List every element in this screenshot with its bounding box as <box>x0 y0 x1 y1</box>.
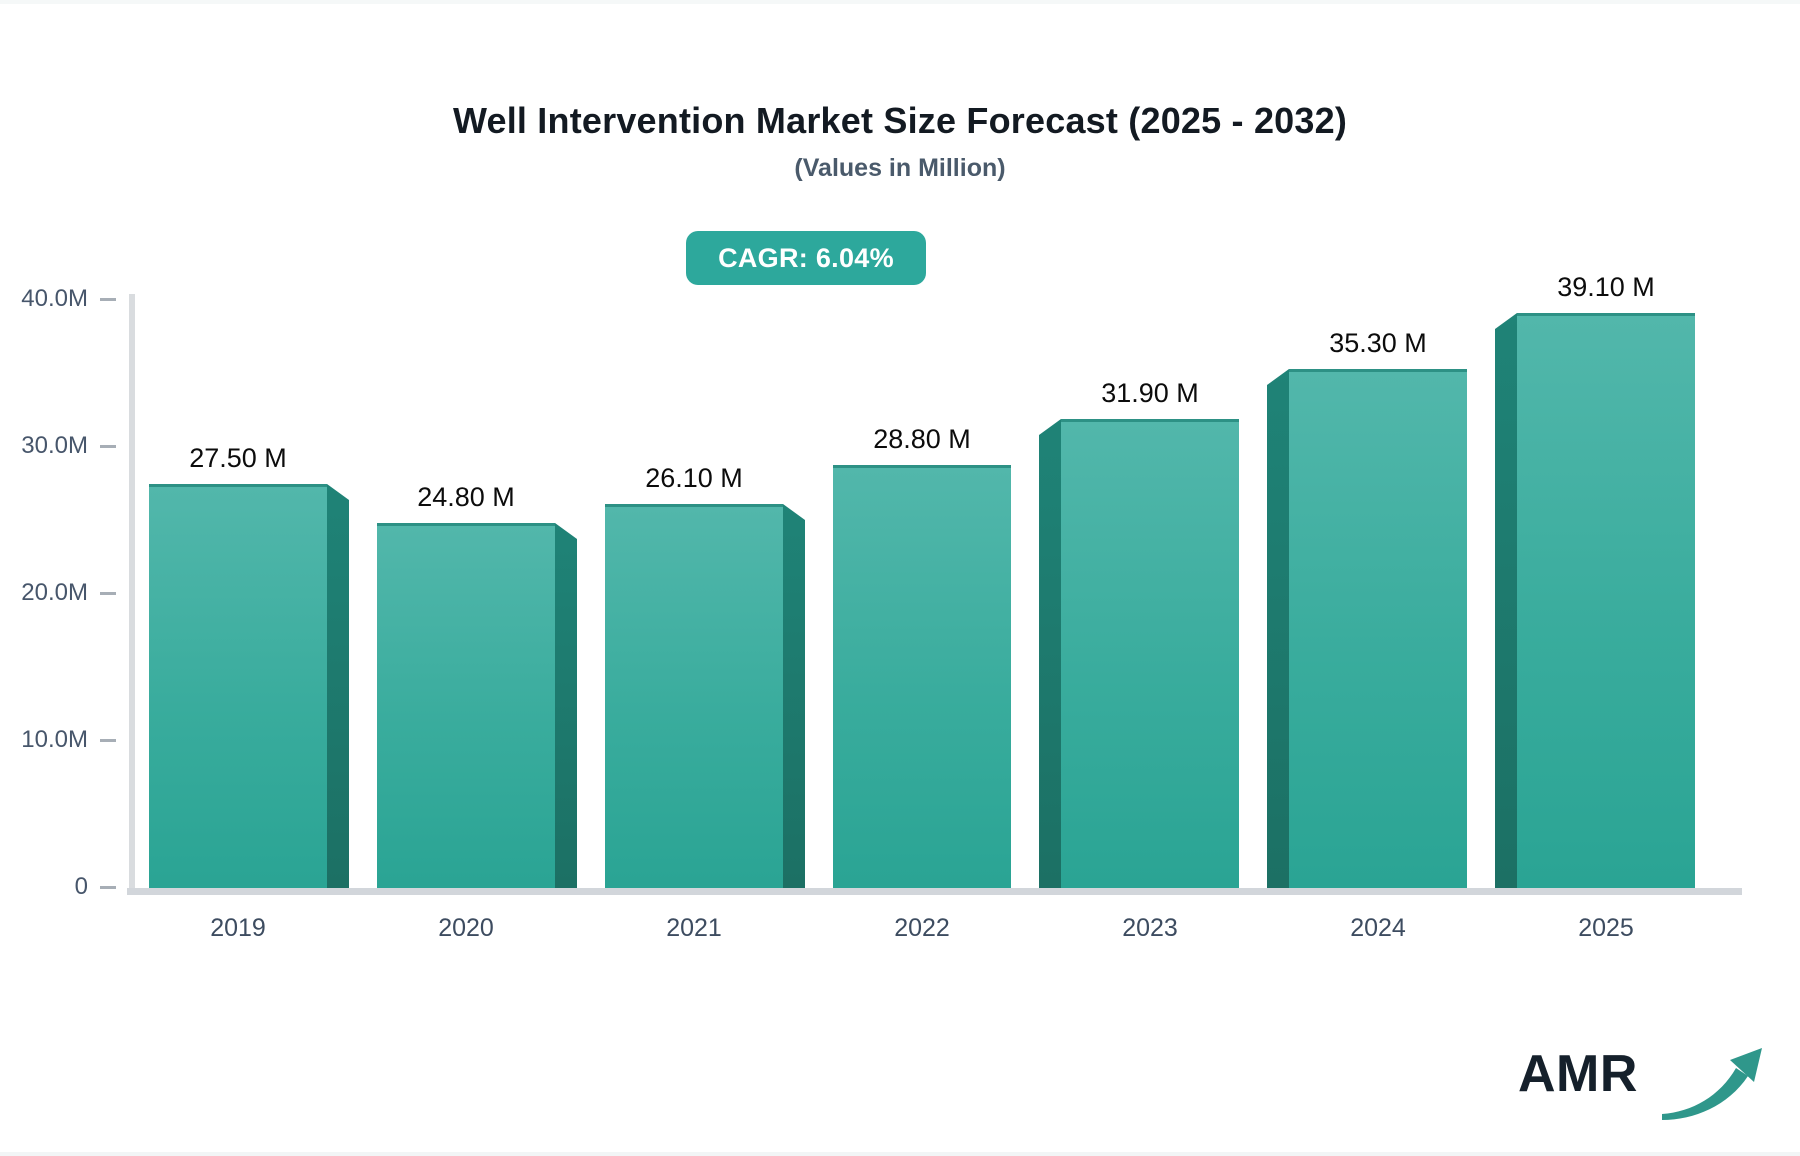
bar-value-label: 31.90 M <box>1101 378 1199 408</box>
amr-logo-text: AMR <box>1518 1045 1638 1103</box>
bar-2024: 35.30 M <box>1267 4 1467 888</box>
y-tick-mark <box>100 739 116 742</box>
bar-value-label: 24.80 M <box>417 482 515 512</box>
x-tick-label-2025: 2025 <box>1578 914 1634 942</box>
bar-side-face <box>1495 313 1517 888</box>
y-tick-label: 40.0M <box>21 285 88 312</box>
bar-face <box>377 523 555 888</box>
y-tick-label: 0 <box>74 873 88 900</box>
chart-subtitle: (Values in Million) <box>794 154 1006 182</box>
bar-2023: 31.90 M <box>1039 4 1239 888</box>
bar-2021: 26.10 M <box>605 4 805 888</box>
bar-value-label: 35.30 M <box>1329 328 1427 358</box>
bar-value-label: 27.50 M <box>189 443 287 473</box>
cagr-badge: CAGR: 6.04% <box>686 231 926 285</box>
amr-logo: AMR <box>1518 1032 1762 1122</box>
chart-title: Well Intervention Market Size Forecast (… <box>452 100 1348 141</box>
y-tick-label: 20.0M <box>21 579 88 606</box>
y-tick-mark <box>100 445 116 448</box>
bar-value-label: 39.10 M <box>1557 272 1655 302</box>
x-tick-label-2022: 2022 <box>894 914 950 942</box>
bar-chart-plot-area: 0 10.0M 20.0M 30.0M 40.0M 27.50 M 24.80 M 26.1… <box>0 4 1800 1152</box>
y-tick-mark <box>100 592 116 595</box>
bar-face <box>605 504 783 888</box>
bar-2025: 39.10 M <box>1495 4 1695 888</box>
bar-2019: 27.50 M <box>149 4 349 888</box>
bar-face <box>833 465 1011 888</box>
bar-side-face <box>1267 369 1289 888</box>
x-axis-line <box>127 888 1742 895</box>
bar-side-face <box>783 504 805 888</box>
x-tick-label-2021: 2021 <box>666 914 722 942</box>
bar-value-label: 26.10 M <box>645 463 743 493</box>
bar-face <box>1289 369 1467 888</box>
bar-2022: 28.80 M <box>833 4 1011 888</box>
y-tick-mark <box>100 886 116 889</box>
bar-face <box>149 484 327 888</box>
bar-side-face <box>555 523 577 888</box>
growth-arrow-icon <box>1662 1048 1762 1120</box>
bar-side-face <box>1039 419 1061 888</box>
y-tick-label: 30.0M <box>21 432 88 459</box>
bar-value-label: 28.80 M <box>873 424 971 454</box>
bar-side-face <box>327 484 349 888</box>
bar-face <box>1517 313 1695 888</box>
x-tick-label-2023: 2023 <box>1122 914 1178 942</box>
y-tick-mark <box>100 298 116 301</box>
bar-face <box>1061 419 1239 888</box>
bar-2020: 24.80 M <box>377 4 577 888</box>
x-tick-label-2020: 2020 <box>438 914 494 942</box>
y-axis-line <box>129 294 135 888</box>
x-tick-label-2019: 2019 <box>210 914 266 942</box>
x-tick-label-2024: 2024 <box>1350 914 1406 942</box>
y-tick-label: 10.0M <box>21 726 88 753</box>
